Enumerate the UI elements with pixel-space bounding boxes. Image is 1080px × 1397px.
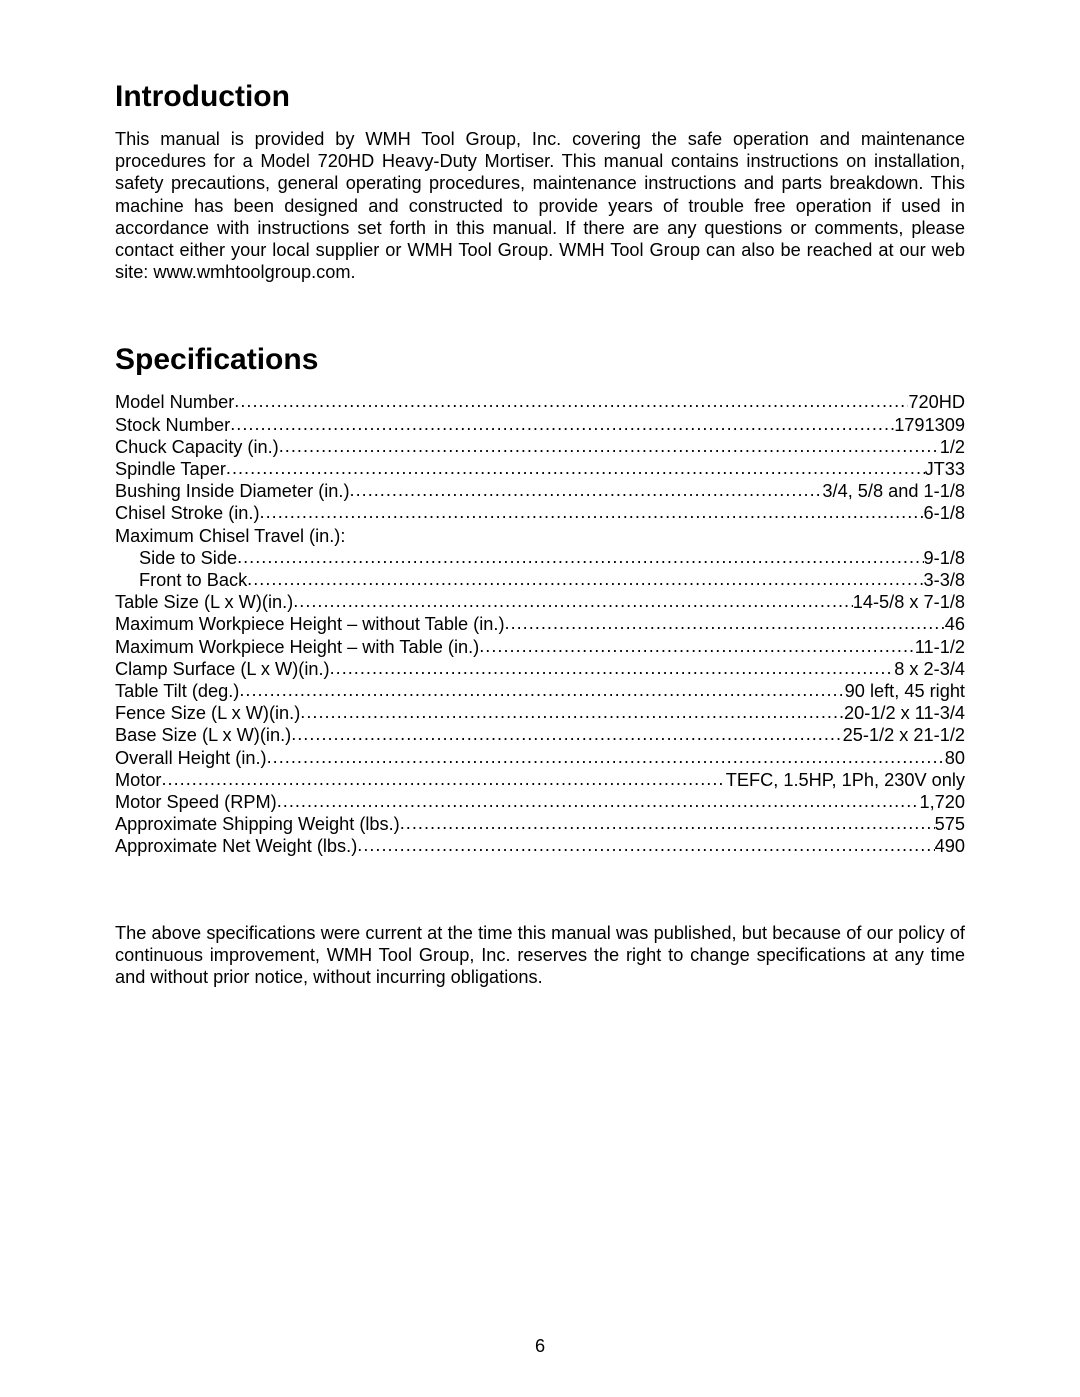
spec-row: Maximum Workpiece Height – without Table… xyxy=(115,613,965,635)
leader-dots xyxy=(291,727,842,747)
introduction-heading: Introduction xyxy=(115,80,965,114)
leader-dots xyxy=(479,638,915,658)
specifications-footer-note: The above specifications were current at… xyxy=(115,922,965,989)
spec-row: Front to Back 3-3/8 xyxy=(115,569,965,591)
spec-label: Overall Height (in.) xyxy=(115,747,267,769)
spec-value: 11-1/2 xyxy=(915,636,965,658)
leader-dots xyxy=(293,593,853,613)
spec-row: Maximum Workpiece Height – with Table (i… xyxy=(115,636,965,658)
spec-row: Spindle Taper JT33 xyxy=(115,458,965,480)
spec-label: Front to Back xyxy=(139,569,247,591)
spec-row: Fence Size (L x W)(in.) 20-1/2 x 11-3/4 xyxy=(115,702,965,724)
spec-label: Clamp Surface (L x W)(in.) xyxy=(115,658,330,680)
spec-label: Stock Number xyxy=(115,414,230,436)
spec-label: Spindle Taper xyxy=(115,458,226,480)
spec-label: Bushing Inside Diameter (in.) xyxy=(115,480,350,502)
spec-label: Maximum Workpiece Height – with Table (i… xyxy=(115,636,479,658)
document-page: Introduction This manual is provided by … xyxy=(0,0,1080,1397)
spec-subrows: Side to Side 9-1/8 Front to Back 3-3/8 xyxy=(115,547,965,591)
spec-label: Motor Speed (RPM) xyxy=(115,791,277,813)
spec-label: Motor xyxy=(115,769,162,791)
spec-label: Fence Size (L x W)(in.) xyxy=(115,702,300,724)
spec-value: 1791309 xyxy=(894,414,965,436)
spec-row: Approximate Net Weight (lbs.) 490 xyxy=(115,835,965,857)
spec-value: 14-5/8 x 7-1/8 xyxy=(853,591,965,613)
spec-value: 9-1/8 xyxy=(924,547,965,569)
page-number: 6 xyxy=(0,1336,1080,1357)
spec-rows-b: Table Size (L x W)(in.) 14-5/8 x 7-1/8 Max… xyxy=(115,591,965,857)
spec-value: 90 left, 45 right xyxy=(845,680,965,702)
leader-dots xyxy=(234,394,908,414)
spec-row: Base Size (L x W)(in.) 25-1/2 x 21-1/2 xyxy=(115,724,965,746)
specifications-heading: Specifications xyxy=(115,343,965,377)
leader-dots xyxy=(247,571,923,591)
spec-label: Approximate Net Weight (lbs.) xyxy=(115,835,357,857)
leader-dots xyxy=(350,482,823,502)
spec-label: Table Tilt (deg.) xyxy=(115,680,239,702)
leader-dots xyxy=(300,704,844,724)
spec-row: Side to Side 9-1/8 xyxy=(115,547,965,569)
spec-value: 3-3/8 xyxy=(924,569,965,591)
spec-group-header: Maximum Chisel Travel (in.): xyxy=(115,525,965,547)
leader-dots xyxy=(226,460,925,480)
spec-value: 46 xyxy=(945,613,965,635)
spec-value: JT33 xyxy=(925,458,965,480)
leader-dots xyxy=(357,838,934,858)
spec-value: 1,720 xyxy=(919,791,965,813)
spec-row: Model Number 720HD xyxy=(115,391,965,413)
leader-dots xyxy=(239,682,844,702)
leader-dots xyxy=(330,660,895,680)
spec-label: Model Number xyxy=(115,391,234,413)
leader-dots xyxy=(279,438,940,458)
leader-dots xyxy=(505,616,945,636)
leader-dots xyxy=(400,815,935,835)
specifications-list: Model Number720HDStock Number1791309Chuc… xyxy=(115,391,965,857)
leader-dots xyxy=(260,505,924,525)
spec-value: 490 xyxy=(935,835,965,857)
spec-row: Motor TEFC, 1.5HP, 1Ph, 230V only xyxy=(115,769,965,791)
spec-row: Overall Height (in.) 80 xyxy=(115,747,965,769)
spec-row: Chuck Capacity (in.) 1/2 xyxy=(115,436,965,458)
spec-row: Chisel Stroke (in.) 6-1/8 xyxy=(115,502,965,524)
spec-label: Chisel Stroke (in.) xyxy=(115,502,260,524)
spec-row: Bushing Inside Diameter (in.) 3/4, 5/8 an… xyxy=(115,480,965,502)
spec-row: Motor Speed (RPM) 1,720 xyxy=(115,791,965,813)
spec-label: Chuck Capacity (in.) xyxy=(115,436,279,458)
spec-row: Approximate Shipping Weight (lbs.) 575 xyxy=(115,813,965,835)
spec-value: 25-1/2 x 21-1/2 xyxy=(843,724,965,746)
spec-value: 6-1/8 xyxy=(924,502,965,524)
leader-dots xyxy=(230,416,894,436)
spec-value: 720HD xyxy=(908,391,965,413)
spec-label: Table Size (L x W)(in.) xyxy=(115,591,293,613)
spec-rows-a: Model Number720HDStock Number1791309Chuc… xyxy=(115,391,965,524)
spec-value: TEFC, 1.5HP, 1Ph, 230V only xyxy=(726,769,965,791)
leader-dots xyxy=(277,793,920,813)
spec-value: 3/4, 5/8 and 1-1/8 xyxy=(822,480,965,502)
spec-value: 20-1/2 x 11-3/4 xyxy=(844,702,965,724)
leader-dots xyxy=(267,749,945,769)
spec-value: 575 xyxy=(935,813,965,835)
spec-row: Table Tilt (deg.) 90 left, 45 right xyxy=(115,680,965,702)
spec-value: 1/2 xyxy=(940,436,965,458)
spec-label: Approximate Shipping Weight (lbs.) xyxy=(115,813,400,835)
spec-row: Stock Number 1791309 xyxy=(115,414,965,436)
introduction-paragraph: This manual is provided by WMH Tool Grou… xyxy=(115,128,965,283)
leader-dots xyxy=(237,549,923,569)
spec-label: Maximum Workpiece Height – without Table… xyxy=(115,613,505,635)
spec-row: Clamp Surface (L x W)(in.) 8 x 2-3/4 xyxy=(115,658,965,680)
spec-label: Base Size (L x W)(in.) xyxy=(115,724,291,746)
spec-row: Table Size (L x W)(in.) 14-5/8 x 7-1/8 xyxy=(115,591,965,613)
spec-value: 80 xyxy=(945,747,965,769)
spec-label: Side to Side xyxy=(139,547,237,569)
leader-dots xyxy=(162,771,726,791)
spec-value: 8 x 2-3/4 xyxy=(894,658,965,680)
